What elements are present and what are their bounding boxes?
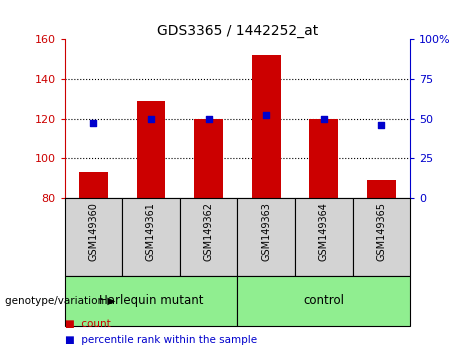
Bar — [237, 276, 410, 326]
Text: GSM149361: GSM149361 — [146, 202, 156, 261]
Text: GSM149360: GSM149360 — [89, 202, 98, 261]
Point — [89, 120, 97, 126]
Bar — [136, 101, 165, 198]
Point — [263, 113, 270, 118]
Bar — [353, 198, 410, 276]
Bar — [295, 198, 353, 276]
Point — [320, 116, 327, 121]
Text: genotype/variation ▶: genotype/variation ▶ — [5, 296, 115, 306]
Point — [148, 116, 155, 121]
Bar — [194, 119, 223, 198]
Text: control: control — [303, 295, 344, 307]
Bar — [122, 198, 180, 276]
Bar — [252, 55, 281, 198]
Text: GSM149365: GSM149365 — [377, 202, 386, 261]
Text: GSM149364: GSM149364 — [319, 202, 329, 261]
Text: ■  count: ■ count — [65, 319, 110, 329]
Bar — [65, 276, 237, 326]
Title: GDS3365 / 1442252_at: GDS3365 / 1442252_at — [157, 24, 318, 38]
Bar — [79, 172, 108, 198]
Bar — [309, 119, 338, 198]
Bar — [367, 180, 396, 198]
Point — [378, 122, 385, 128]
Text: Harlequin mutant: Harlequin mutant — [99, 295, 203, 307]
Text: ■  percentile rank within the sample: ■ percentile rank within the sample — [65, 335, 257, 345]
Point — [205, 116, 212, 121]
Bar — [237, 198, 295, 276]
Bar — [180, 198, 237, 276]
Text: GSM149362: GSM149362 — [204, 202, 213, 261]
Text: GSM149363: GSM149363 — [261, 202, 271, 261]
Bar — [65, 198, 122, 276]
